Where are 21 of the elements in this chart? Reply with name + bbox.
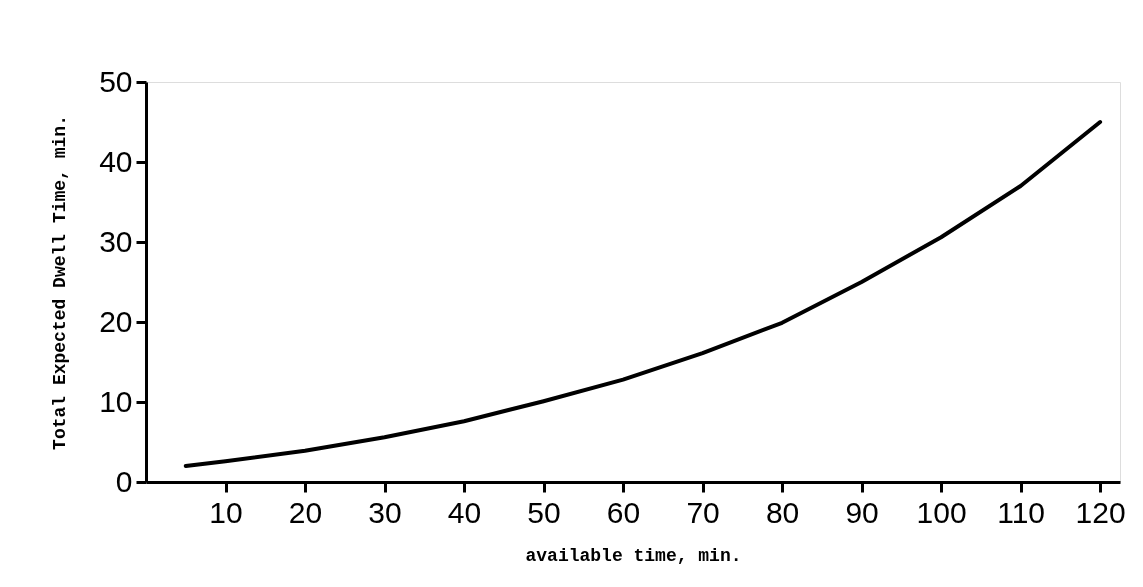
y-tick-label: 0 <box>115 464 133 498</box>
y-tick-label: 30 <box>99 224 133 258</box>
x-tick-label: 120 <box>1075 495 1126 529</box>
x-tick-label: 70 <box>686 495 720 529</box>
x-tick-label: 110 <box>997 495 1046 529</box>
x-tick-label: 100 <box>916 495 967 529</box>
y-tick-label: 20 <box>99 304 133 338</box>
x-tick-label: 40 <box>447 495 482 529</box>
x-tick-label: 10 <box>209 495 243 529</box>
x-tick-label: 20 <box>288 495 323 529</box>
x-tick-label: 60 <box>606 495 641 529</box>
x-tick-label: 50 <box>527 495 561 529</box>
x-axis-title: available time, min. <box>525 545 742 566</box>
y-tick-label: 40 <box>99 144 133 178</box>
x-tick-label: 30 <box>368 495 402 529</box>
x-tick-label: 80 <box>765 495 800 529</box>
y-tick-label: 10 <box>99 384 133 418</box>
y-tick-label: 50 <box>99 64 133 98</box>
y-axis-title: Total Expected Dwell Time, min. <box>50 115 71 450</box>
x-tick-label: 90 <box>845 495 879 529</box>
line-series <box>183 120 1103 468</box>
